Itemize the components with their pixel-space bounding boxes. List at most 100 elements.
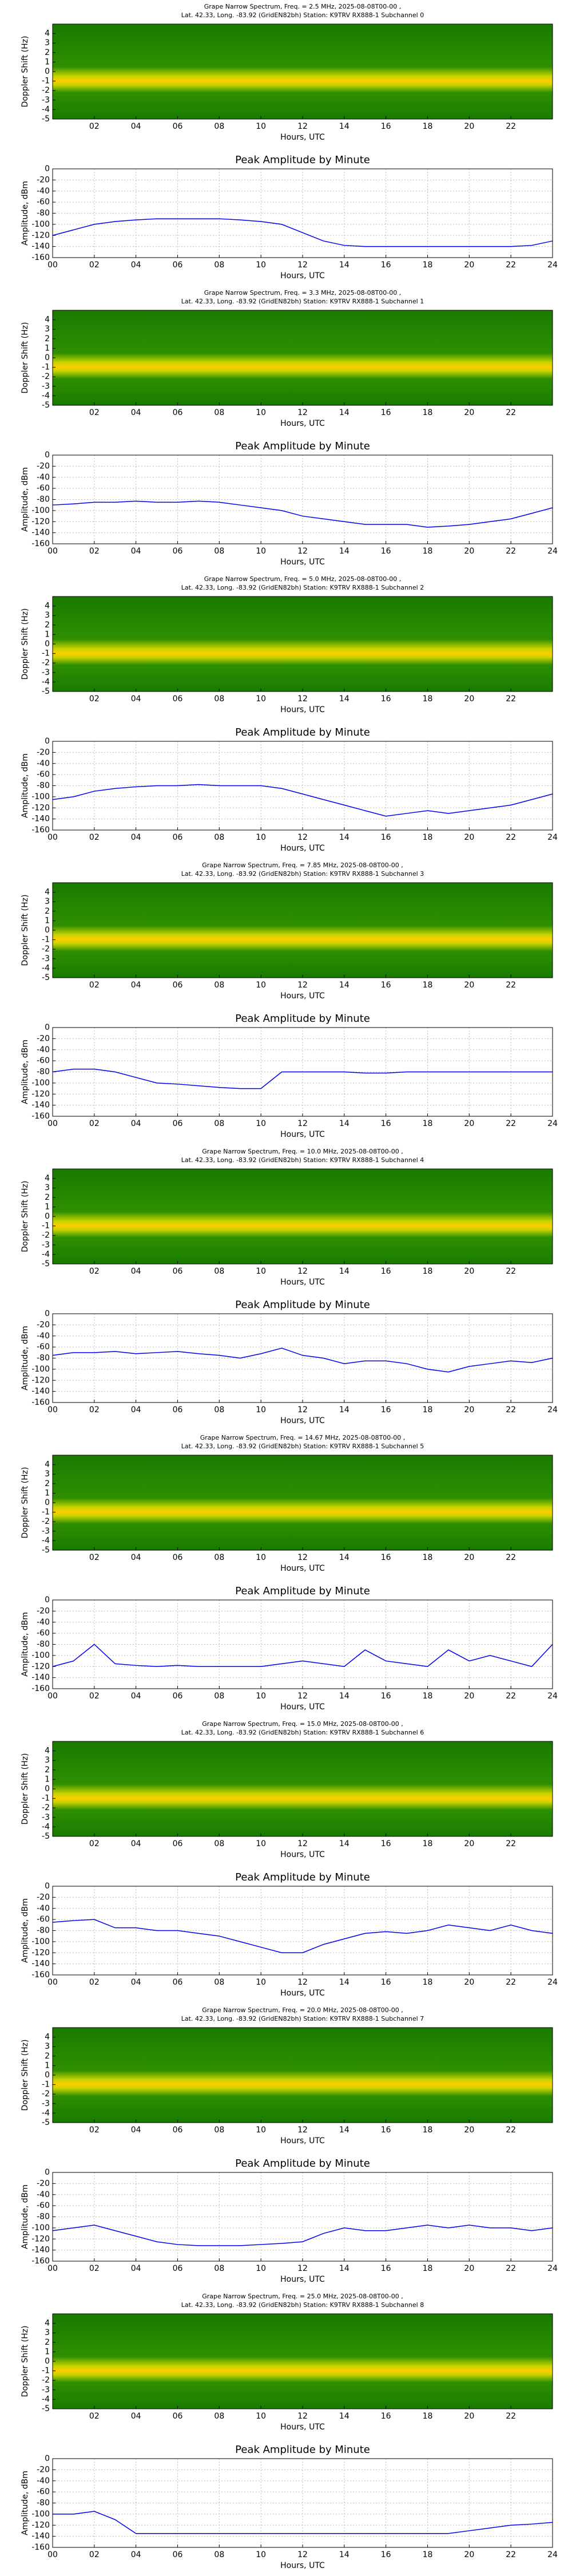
y-tick-label: -1 — [42, 1508, 50, 1517]
y-tick-label: 0 — [45, 1882, 50, 1891]
y-tick-label: -1 — [42, 2080, 50, 2089]
x-tick-label: 20 — [464, 2412, 474, 2421]
x-tick-label: 10 — [256, 260, 266, 270]
plot-frame — [52, 741, 553, 831]
chart-subtitle: Lat. 42.33, Long. -83.92 (GridEN82bh) St… — [181, 1729, 424, 1736]
y-tick-label: 1 — [45, 630, 50, 639]
x-tick-label: 16 — [381, 1839, 391, 1848]
x-tick-label: 02 — [89, 408, 100, 417]
x-tick-label: 00 — [47, 833, 58, 842]
y-tick-label: -20 — [37, 1034, 50, 1043]
y-tick-label: 4 — [45, 888, 50, 897]
y-tick-label: 2 — [45, 621, 50, 630]
y-tick-label: -120 — [31, 231, 50, 240]
x-tick-label: 02 — [89, 1692, 100, 1701]
y-tick-label: -160 — [31, 2543, 50, 2552]
y-tick-label: -2 — [42, 2089, 50, 2099]
x-tick-label: 02 — [89, 122, 100, 131]
spectrogram-image — [53, 310, 553, 405]
chart-subtitle: Lat. 42.33, Long. -83.92 (GridEN82bh) St… — [181, 1443, 424, 1450]
x-tick-label: 06 — [173, 694, 183, 704]
y-tick-label: -120 — [31, 803, 50, 812]
x-tick-label: 16 — [381, 1692, 391, 1701]
x-tick-label: 22 — [506, 1978, 516, 1987]
x-tick-label: 22 — [506, 547, 516, 556]
y-tick-label: 2 — [45, 334, 50, 343]
x-tick-label: 22 — [506, 2550, 516, 2559]
y-tick-label: -140 — [31, 815, 50, 824]
x-tick-label: 24 — [547, 1119, 558, 1128]
chart-title: Grape Narrow Spectrum, Freq. = 7.85 MHz,… — [202, 862, 403, 869]
y-tick-label: 3 — [45, 1756, 50, 1765]
x-tick-label: 04 — [131, 408, 141, 417]
x-tick-label: 12 — [297, 1978, 308, 1987]
chart-title: Grape Narrow Spectrum, Freq. = 3.3 MHz, … — [204, 289, 402, 297]
y-tick-label: -60 — [37, 2201, 50, 2210]
y-tick-label: -160 — [31, 253, 50, 262]
y-tick-label: -2 — [42, 1231, 50, 1240]
y-tick-label: 3 — [45, 2328, 50, 2337]
y-tick-label: -5 — [42, 1259, 50, 1269]
x-tick-label: 20 — [464, 1119, 474, 1128]
y-tick-label: -5 — [42, 114, 50, 124]
y-tick-label: -80 — [37, 209, 50, 218]
x-tick-label: 16 — [381, 2264, 391, 2273]
y-tick-label: -100 — [31, 792, 50, 801]
x-tick-label: 10 — [256, 694, 266, 704]
y-tick-label: -140 — [31, 2532, 50, 2541]
y-tick-label: 1 — [45, 343, 50, 353]
y-tick-label: -100 — [31, 1651, 50, 1660]
chart-subtitle: Lat. 42.33, Long. -83.92 (GridEN82bh) St… — [181, 1156, 424, 1164]
y-tick-label: -100 — [31, 1365, 50, 1374]
x-tick-label: 06 — [173, 2125, 183, 2135]
y-tick-label: -4 — [42, 2395, 50, 2404]
y-tick-label: -60 — [37, 1629, 50, 1638]
spectrogram-image — [53, 596, 553, 692]
y-tick-label: 4 — [45, 2319, 50, 2328]
y-tick-label: -40 — [37, 2476, 50, 2486]
y-tick-label: -20 — [37, 1606, 50, 1615]
x-tick-label: 20 — [464, 1553, 474, 1562]
y-tick-label: 4 — [45, 1460, 50, 1469]
x-axis-label: Hours, UTC — [280, 1416, 325, 1425]
x-tick-label: 24 — [547, 1405, 558, 1415]
x-tick-label: 16 — [381, 122, 391, 131]
x-tick-label: 12 — [297, 694, 308, 704]
x-tick-label: 06 — [173, 1553, 183, 1562]
y-tick-label: -3 — [42, 1240, 50, 1250]
y-tick-label: 2 — [45, 907, 50, 916]
y-tick-label: -3 — [42, 668, 50, 677]
x-tick-label: 22 — [506, 2264, 516, 2273]
y-tick-label: -80 — [37, 781, 50, 791]
y-tick-label: -120 — [31, 1948, 50, 1957]
y-tick-label: -20 — [37, 2465, 50, 2474]
y-tick-label: -160 — [31, 1112, 50, 1121]
x-tick-label: 18 — [423, 122, 433, 131]
y-tick-label: -100 — [31, 506, 50, 515]
plot-frame — [52, 1455, 553, 1551]
chart-title: Peak Amplitude by Minute — [235, 2444, 370, 2456]
x-tick-label: 18 — [423, 1553, 433, 1562]
x-tick-label: 24 — [547, 2264, 558, 2273]
y-tick-label: -2 — [42, 2376, 50, 2385]
y-tick-label: -100 — [31, 220, 50, 229]
x-tick-label: 06 — [173, 547, 183, 556]
y-tick-label: 4 — [45, 1174, 50, 1183]
chart-title: Peak Amplitude by Minute — [235, 1871, 370, 1883]
y-tick-label: 0 — [45, 2168, 50, 2177]
y-tick-label: 4 — [45, 315, 50, 325]
x-axis-label: Hours, UTC — [280, 271, 325, 280]
x-tick-label: 16 — [381, 408, 391, 417]
y-tick-label: -60 — [37, 197, 50, 207]
y-tick-label: 3 — [45, 325, 50, 334]
amplitude-line — [52, 1348, 553, 1373]
plot-frame — [52, 2172, 553, 2262]
x-tick-label: 16 — [381, 1267, 391, 1276]
y-tick-label: 4 — [45, 602, 50, 611]
plot-frame — [52, 1168, 553, 1265]
y-axis-label: Doppler Shift (Hz) — [21, 1467, 30, 1539]
y-tick-label: 1 — [45, 2061, 50, 2070]
y-tick-label: -4 — [42, 1536, 50, 1545]
x-tick-label: 12 — [297, 1119, 308, 1128]
x-tick-label: 18 — [423, 1267, 433, 1276]
